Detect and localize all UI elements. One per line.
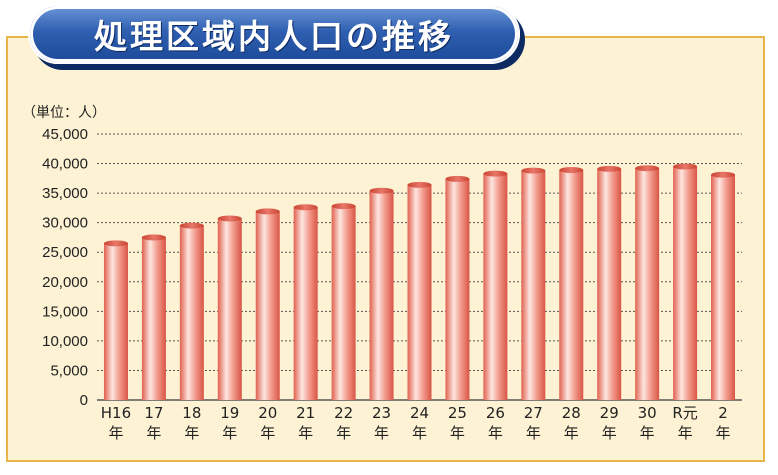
x-tick-label: 30: [638, 404, 657, 422]
x-tick-label-suffix: 年: [488, 424, 503, 442]
bar-cap: [255, 208, 280, 215]
y-tick-label: 45,000: [42, 126, 88, 143]
x-tick-label: H16: [101, 404, 131, 422]
bar-body: [103, 243, 128, 400]
bar-body: [141, 237, 166, 400]
bar: [711, 171, 736, 400]
bar-cap: [179, 222, 204, 229]
x-tick-label-suffix: 年: [602, 424, 617, 442]
y-tick-label: 0: [80, 392, 88, 409]
x-tick-label-suffix: 年: [260, 424, 275, 442]
x-tick-label: 28: [562, 404, 581, 422]
x-tick-label-suffix: 年: [146, 424, 161, 442]
bar-cap: [673, 163, 698, 170]
x-tick-label: 18: [182, 404, 201, 422]
x-tick-label-suffix: 年: [564, 424, 579, 442]
x-tick-label-suffix: 年: [222, 424, 237, 442]
bar: [407, 181, 432, 400]
bar-cap: [141, 234, 166, 241]
x-tick-label-suffix: 年: [374, 424, 389, 442]
bar: [369, 187, 394, 400]
bar-body: [597, 168, 622, 400]
bar: [559, 167, 584, 400]
bar-cap: [103, 240, 128, 247]
bar-body: [445, 178, 470, 400]
bar: [521, 167, 546, 400]
bar-body: [217, 218, 242, 400]
x-tick-label: R元: [672, 404, 697, 422]
x-tick-label-suffix: 年: [184, 424, 199, 442]
bar-cap: [711, 171, 736, 178]
bar: [103, 240, 128, 400]
x-tick-label: 17: [144, 404, 163, 422]
x-tick-label: 21: [296, 404, 315, 422]
bar: [179, 222, 204, 400]
x-tick-label: 20: [258, 404, 277, 422]
bar-cap: [445, 175, 470, 182]
bar: [255, 208, 280, 400]
bar-body: [179, 225, 204, 400]
x-tick-label: 23: [372, 404, 391, 422]
bar-body: [559, 170, 584, 400]
bar-body: [407, 184, 432, 400]
x-tick-label: 29: [600, 404, 619, 422]
y-tick-label: 35,000: [42, 185, 88, 202]
bar-cap: [217, 215, 242, 222]
x-tick-label: 24: [410, 404, 429, 422]
x-tick-label: 27: [524, 404, 543, 422]
chart-title: 処理区域内人口の推移: [94, 17, 454, 56]
bar-body: [293, 207, 318, 400]
bar: [673, 163, 698, 400]
x-tick-label: 19: [220, 404, 239, 422]
x-tick-label: 22: [334, 404, 353, 422]
bar-cap: [597, 165, 622, 172]
y-tick-label: 25,000: [42, 244, 88, 261]
bar: [445, 175, 470, 400]
x-tick-label-suffix: 年: [450, 424, 465, 442]
bar-cap: [369, 187, 394, 194]
title-badge: 処理区域内人口の推移: [28, 4, 520, 64]
x-tick-label-suffix: 年: [678, 424, 693, 442]
x-tick-label-suffix: 年: [336, 424, 351, 442]
x-tick-label-suffix: 年: [526, 424, 541, 442]
bar-body: [369, 190, 394, 400]
x-tick-label-suffix: 年: [716, 424, 731, 442]
bar-cap: [407, 181, 432, 188]
x-tick-label-suffix: 年: [298, 424, 313, 442]
bar-cap: [635, 165, 660, 172]
x-tick-label: 2: [718, 404, 728, 422]
x-tick-label-suffix: 年: [412, 424, 427, 442]
bar-cap: [331, 203, 356, 210]
bar-body: [483, 173, 508, 400]
bar-body: [711, 174, 736, 400]
unit-label: （単位：人）: [22, 105, 106, 121]
y-tick-label: 15,000: [42, 303, 88, 320]
bar: [483, 170, 508, 400]
bar: [635, 165, 660, 400]
bar-cap: [483, 170, 508, 177]
bar: [331, 203, 356, 400]
y-tick-label: 20,000: [42, 274, 88, 291]
x-tick-label: 25: [448, 404, 467, 422]
y-tick-label: 10,000: [42, 333, 88, 350]
bar-cap: [521, 167, 546, 174]
x-tick-label-suffix: 年: [108, 424, 123, 442]
bar-cap: [559, 167, 584, 174]
y-tick-label: 30,000: [42, 215, 88, 232]
bar-cap: [293, 204, 318, 211]
x-tick-label-suffix: 年: [640, 424, 655, 442]
bar-body: [673, 166, 698, 400]
y-tick-label: 40,000: [42, 156, 88, 173]
y-tick-label: 5,000: [50, 362, 88, 379]
bar: [217, 215, 242, 400]
x-tick-label: 26: [486, 404, 505, 422]
bar-body: [521, 170, 546, 400]
bar: [141, 234, 166, 400]
bar: [293, 204, 318, 400]
bar-body: [331, 206, 356, 400]
bar: [597, 165, 622, 400]
bar-body: [635, 168, 660, 400]
bar-body: [255, 211, 280, 400]
